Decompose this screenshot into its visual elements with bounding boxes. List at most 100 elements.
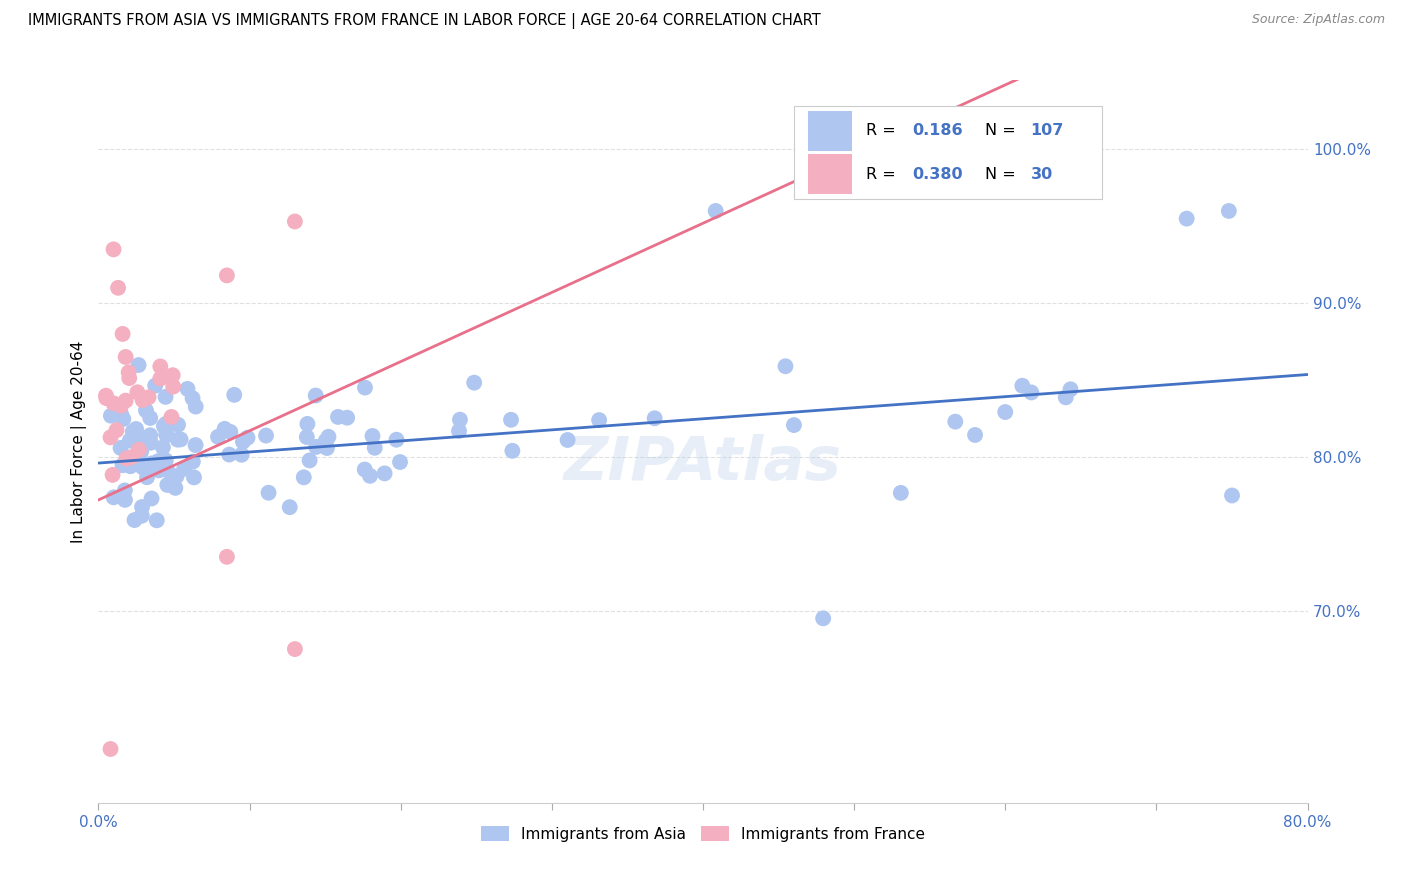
Point — [965, 428, 987, 442]
Point — [231, 448, 253, 462]
Point — [994, 405, 1017, 419]
Point — [131, 500, 153, 514]
Point — [890, 486, 912, 500]
Point — [148, 454, 170, 468]
Point — [139, 435, 162, 450]
Text: ZIPAtlas: ZIPAtlas — [564, 434, 842, 492]
Text: R =: R = — [866, 167, 901, 182]
Point — [160, 409, 183, 424]
Point — [143, 378, 166, 392]
Point — [232, 434, 254, 449]
Point — [173, 461, 195, 475]
Point — [214, 422, 236, 436]
Point — [124, 513, 146, 527]
Point — [118, 434, 141, 448]
Point — [127, 385, 149, 400]
Point — [125, 422, 148, 436]
Point — [100, 742, 122, 756]
Point — [110, 399, 132, 413]
Point — [389, 455, 412, 469]
Point — [149, 371, 172, 385]
Point — [295, 430, 318, 444]
Point — [94, 389, 117, 403]
Point — [169, 433, 191, 447]
Point — [284, 214, 307, 228]
Point — [111, 326, 134, 341]
Point — [114, 492, 136, 507]
Point — [449, 412, 471, 426]
Point — [284, 642, 307, 657]
Point — [297, 417, 319, 431]
Point — [141, 491, 163, 506]
Point — [385, 433, 408, 447]
Point — [811, 611, 834, 625]
Point — [149, 359, 172, 374]
Point — [121, 450, 143, 464]
Point — [138, 390, 160, 404]
Point — [184, 438, 207, 452]
Point — [1220, 488, 1243, 502]
Point — [131, 508, 153, 523]
Point — [447, 424, 470, 438]
Point — [114, 483, 136, 498]
Point — [131, 440, 153, 454]
Point — [103, 491, 125, 505]
Point — [183, 470, 205, 484]
Point — [463, 376, 485, 390]
Point — [148, 463, 170, 477]
Text: IMMIGRANTS FROM ASIA VS IMMIGRANTS FROM FRANCE IN LABOR FORCE | AGE 20-64 CORREL: IMMIGRANTS FROM ASIA VS IMMIGRANTS FROM … — [28, 13, 821, 29]
Point — [167, 417, 190, 432]
Point — [326, 409, 349, 424]
Point — [120, 459, 142, 474]
Point — [101, 467, 124, 482]
Point — [254, 428, 277, 442]
Text: N =: N = — [984, 167, 1021, 182]
Point — [107, 281, 129, 295]
Point — [131, 392, 153, 407]
Point — [176, 382, 198, 396]
Point — [1059, 382, 1081, 396]
Point — [128, 447, 150, 461]
Point — [105, 423, 128, 437]
Point — [166, 433, 188, 447]
Point — [155, 428, 177, 442]
Point — [257, 485, 280, 500]
Point — [1218, 203, 1240, 218]
Point — [129, 444, 152, 458]
Point — [114, 393, 136, 408]
Point — [155, 417, 177, 431]
Point — [336, 410, 359, 425]
Point — [139, 428, 162, 442]
Point — [215, 549, 238, 564]
Point — [156, 463, 179, 477]
Point — [155, 427, 177, 442]
Point — [219, 425, 242, 439]
Point — [353, 462, 375, 476]
Point — [153, 419, 176, 434]
Point — [152, 441, 174, 455]
Text: N =: N = — [984, 123, 1021, 138]
FancyBboxPatch shape — [808, 112, 852, 151]
Point — [128, 442, 150, 457]
FancyBboxPatch shape — [793, 105, 1102, 200]
Point — [298, 453, 321, 467]
Point — [374, 467, 396, 481]
Point — [218, 448, 240, 462]
Point — [236, 431, 259, 445]
Text: 0.186: 0.186 — [912, 123, 963, 138]
Text: 0.380: 0.380 — [912, 167, 963, 182]
Point — [215, 268, 238, 283]
Text: 107: 107 — [1031, 123, 1064, 138]
Point — [100, 409, 122, 423]
Point — [1021, 385, 1043, 400]
Point — [103, 396, 125, 410]
Text: R =: R = — [866, 123, 901, 138]
Point — [354, 381, 377, 395]
Point — [644, 411, 666, 425]
Point — [1011, 378, 1033, 392]
Point — [165, 481, 187, 495]
Point — [110, 407, 132, 421]
Point — [943, 415, 966, 429]
Point — [155, 390, 177, 404]
Point — [315, 434, 337, 448]
